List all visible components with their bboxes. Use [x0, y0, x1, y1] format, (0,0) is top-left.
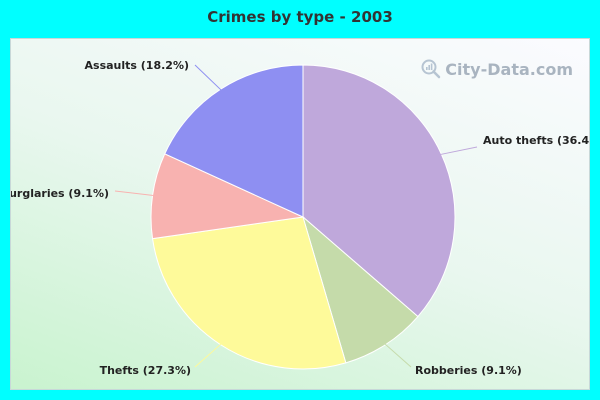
pie-slice [151, 216, 347, 370]
slice-label: Auto thefts (36.4%) [483, 134, 590, 147]
slice-label: Burglaries (9.1%) [11, 187, 109, 200]
slice-label: Robberies (9.1%) [415, 364, 522, 377]
leader-line [114, 190, 155, 197]
leader-line [439, 146, 478, 156]
slice-label: Thefts (27.3%) [100, 364, 191, 377]
pie-slice [302, 215, 419, 364]
leader-line [194, 64, 223, 92]
chart-title: Crimes by type - 2003 [207, 8, 393, 26]
pie-chart: Auto thefts (36.4%) Robberies (9.1%) Theft… [11, 59, 590, 377]
city-data-logo-icon [421, 59, 441, 79]
watermark: City-Data.com [421, 59, 573, 79]
leader-line [383, 342, 412, 368]
plot-area: City-Data.com Auto thefts (36.4%) Robberi… [10, 38, 590, 390]
leader-line [194, 342, 223, 368]
watermark-text: City-Data.com [445, 59, 573, 79]
slice-label: Assaults (18.2%) [85, 59, 189, 72]
